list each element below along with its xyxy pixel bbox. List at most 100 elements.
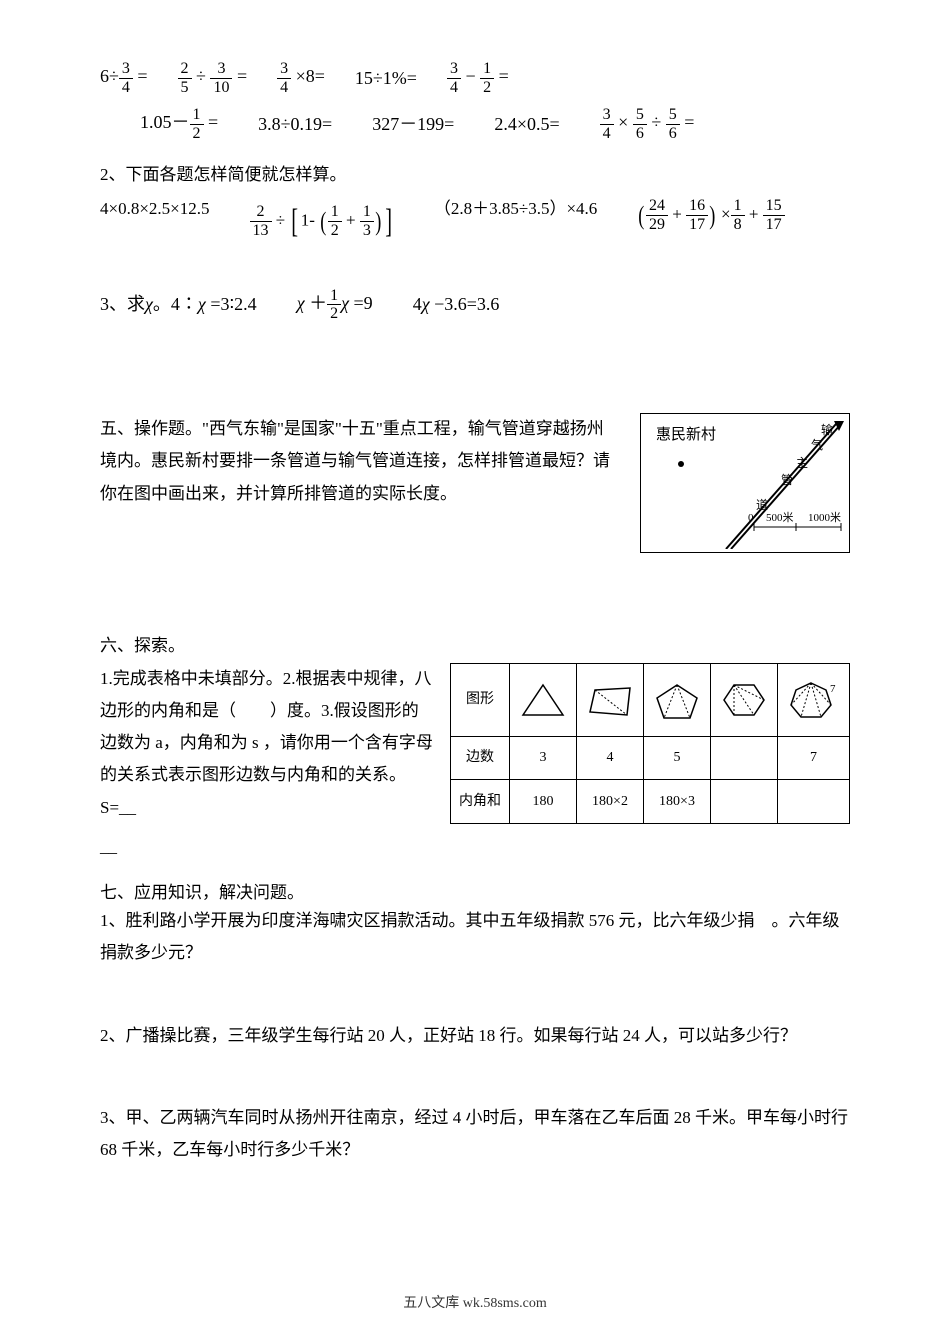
t: + xyxy=(668,204,686,223)
d: 3 xyxy=(360,222,374,240)
q2-expr2: 213 ÷ [1- (12 + 13)] xyxy=(250,196,394,247)
d: 6 xyxy=(633,125,647,143)
t: 6÷ xyxy=(100,66,119,86)
shape-heptagon: 7 xyxy=(778,663,850,736)
d: 17 xyxy=(763,216,785,234)
n: 24 xyxy=(646,197,668,216)
t: + xyxy=(745,204,763,223)
pipeline-diagram: 惠民新村 输 气 主 管 道 0 500米 1000米 xyxy=(640,413,850,553)
svg-text:道: 道 xyxy=(756,498,768,512)
n: 16 xyxy=(686,197,708,216)
section6-heading: 六、探索。 xyxy=(100,633,850,659)
d: 5 xyxy=(178,79,192,97)
q2-expr4: (2429 + 1617) ×18 + 1517 xyxy=(637,196,784,235)
footer: 五八文库 wk.58sms.com xyxy=(0,1293,950,1314)
d: 6 xyxy=(666,125,680,143)
math-row-1: 6÷34 = 25 ÷ 310 = 34 ×8= 15÷1%= 34 − 12 … xyxy=(100,60,850,96)
q7-1: 1、胜利路小学开展为印度洋海啸灾区捐款活动。其中五年级捐款 576 元，比六年级… xyxy=(100,905,850,970)
svg-text:7: 7 xyxy=(830,683,836,695)
t: = xyxy=(133,66,148,86)
expr: 6÷34 = xyxy=(100,60,148,96)
t: −3.6=3.6 xyxy=(430,294,500,314)
d: 8 xyxy=(731,216,745,234)
d: 29 xyxy=(646,216,668,234)
d: 4 xyxy=(277,79,291,97)
q7-3: 3、甲、乙两辆汽车同时从扬州开往南京，经过 4 小时后，甲车落在乙车后面 28 … xyxy=(100,1102,850,1167)
q2-expr1: 4×0.8×2.5×12.5 xyxy=(100,196,210,222)
t: ÷ xyxy=(272,210,290,229)
n: 15 xyxy=(763,197,785,216)
expr: 2.4×0.5= xyxy=(494,111,559,138)
q7-2: 2、广播操比赛，三年级学生每行站 20 人，正好站 18 行。如果每行站 24 … xyxy=(100,1020,850,1052)
shape-quad xyxy=(577,663,644,736)
cell: 180×2 xyxy=(577,780,644,824)
t: 3、求 xyxy=(100,294,145,314)
n: 1 xyxy=(328,203,342,222)
th-angles: 内角和 xyxy=(451,780,510,824)
d: 4 xyxy=(119,79,133,97)
n: 2 xyxy=(250,203,272,222)
cell: 4 xyxy=(577,736,644,780)
n: 1 xyxy=(731,197,745,216)
q2-title: 2、下面各题怎样简便就怎样算。 xyxy=(100,162,850,188)
t: 1.05－ xyxy=(140,112,190,132)
expr: 34 × 56 ÷ 56 = xyxy=(600,106,695,142)
shape-hexagon xyxy=(711,663,778,736)
cell xyxy=(778,780,850,824)
t: = xyxy=(494,66,509,86)
village-label: 惠民新村 xyxy=(656,426,716,443)
q2-expr3: （2.8＋3.85÷3.5）×4.6 xyxy=(434,196,597,222)
heading: 五、操作题。 xyxy=(100,419,202,438)
th-shape: 图形 xyxy=(451,663,510,736)
t: = xyxy=(232,66,247,86)
section6-text: 1.完成表格中未填部分。2.根据表中规律，八边形的内角和是（ ）度。3.假设图形… xyxy=(100,663,435,824)
n: 3 xyxy=(119,60,133,79)
d: 4 xyxy=(447,79,461,97)
cell xyxy=(711,736,778,780)
t: =3∶2.4 xyxy=(206,294,257,314)
d: 13 xyxy=(250,222,272,240)
t: ÷ xyxy=(192,66,211,86)
shape-triangle xyxy=(510,663,577,736)
expr: 1.05－12 = xyxy=(140,106,218,142)
q2-row: 4×0.8×2.5×12.5 213 ÷ [1- (12 + 13)] （2.8… xyxy=(100,196,850,247)
cell: 3 xyxy=(510,736,577,780)
body: 1.完成表格中未填部分。2.根据表中规律，八边形的内角和是（ ）度。3.假设图形… xyxy=(100,669,433,817)
t: 。4∶ xyxy=(153,294,198,314)
section-7: 七、应用知识，解决问题。 1、胜利路小学开展为印度洋海啸灾区捐款活动。其中五年级… xyxy=(100,880,850,1167)
t: ÷ xyxy=(647,112,666,132)
q3-row: 3、求χ。4∶χ =3∶2.4 χ ＋12χ =9 4χ −3.6=3.6 xyxy=(100,287,850,323)
d: 2 xyxy=(480,79,494,97)
svg-text:0: 0 xyxy=(748,512,754,524)
n: 3 xyxy=(210,60,232,79)
t: ×8= xyxy=(291,66,325,86)
svg-text:1000米: 1000米 xyxy=(808,511,841,524)
cell: 7 xyxy=(778,736,850,780)
section5-text: 五、操作题。"西气东输"是国家"十五"重点工程，输气管道穿越扬州境内。惠民新村要… xyxy=(100,413,620,553)
n: 2 xyxy=(178,60,192,79)
t: =9 xyxy=(349,293,373,313)
n: 3 xyxy=(447,60,461,79)
t: 4 xyxy=(413,294,422,314)
q3-expr2: χ ＋12χ =9 xyxy=(297,287,373,323)
t: 1- xyxy=(301,210,319,229)
n: 1 xyxy=(190,106,204,125)
shape-pentagon xyxy=(644,663,711,736)
n: 1 xyxy=(480,60,494,79)
polygon-table: 图形 7 边数 3 4 5 7 内角和 180 180×2 180×3 xyxy=(450,663,850,824)
n: 5 xyxy=(666,106,680,125)
d: 2 xyxy=(327,305,341,323)
n: 3 xyxy=(277,60,291,79)
t: = xyxy=(680,112,695,132)
t: = xyxy=(204,112,219,132)
t: ＋ xyxy=(305,293,328,313)
svg-text:输: 输 xyxy=(821,422,833,437)
t: − xyxy=(461,66,480,86)
cell: 5 xyxy=(644,736,711,780)
d: 2 xyxy=(328,222,342,240)
math-row-2: 1.05－12 = 3.8÷0.19= 327－199= 2.4×0.5= 34… xyxy=(140,106,850,142)
cell: 180×3 xyxy=(644,780,711,824)
cell: 180 xyxy=(510,780,577,824)
n: 3 xyxy=(600,106,614,125)
svg-text:管: 管 xyxy=(781,472,793,487)
